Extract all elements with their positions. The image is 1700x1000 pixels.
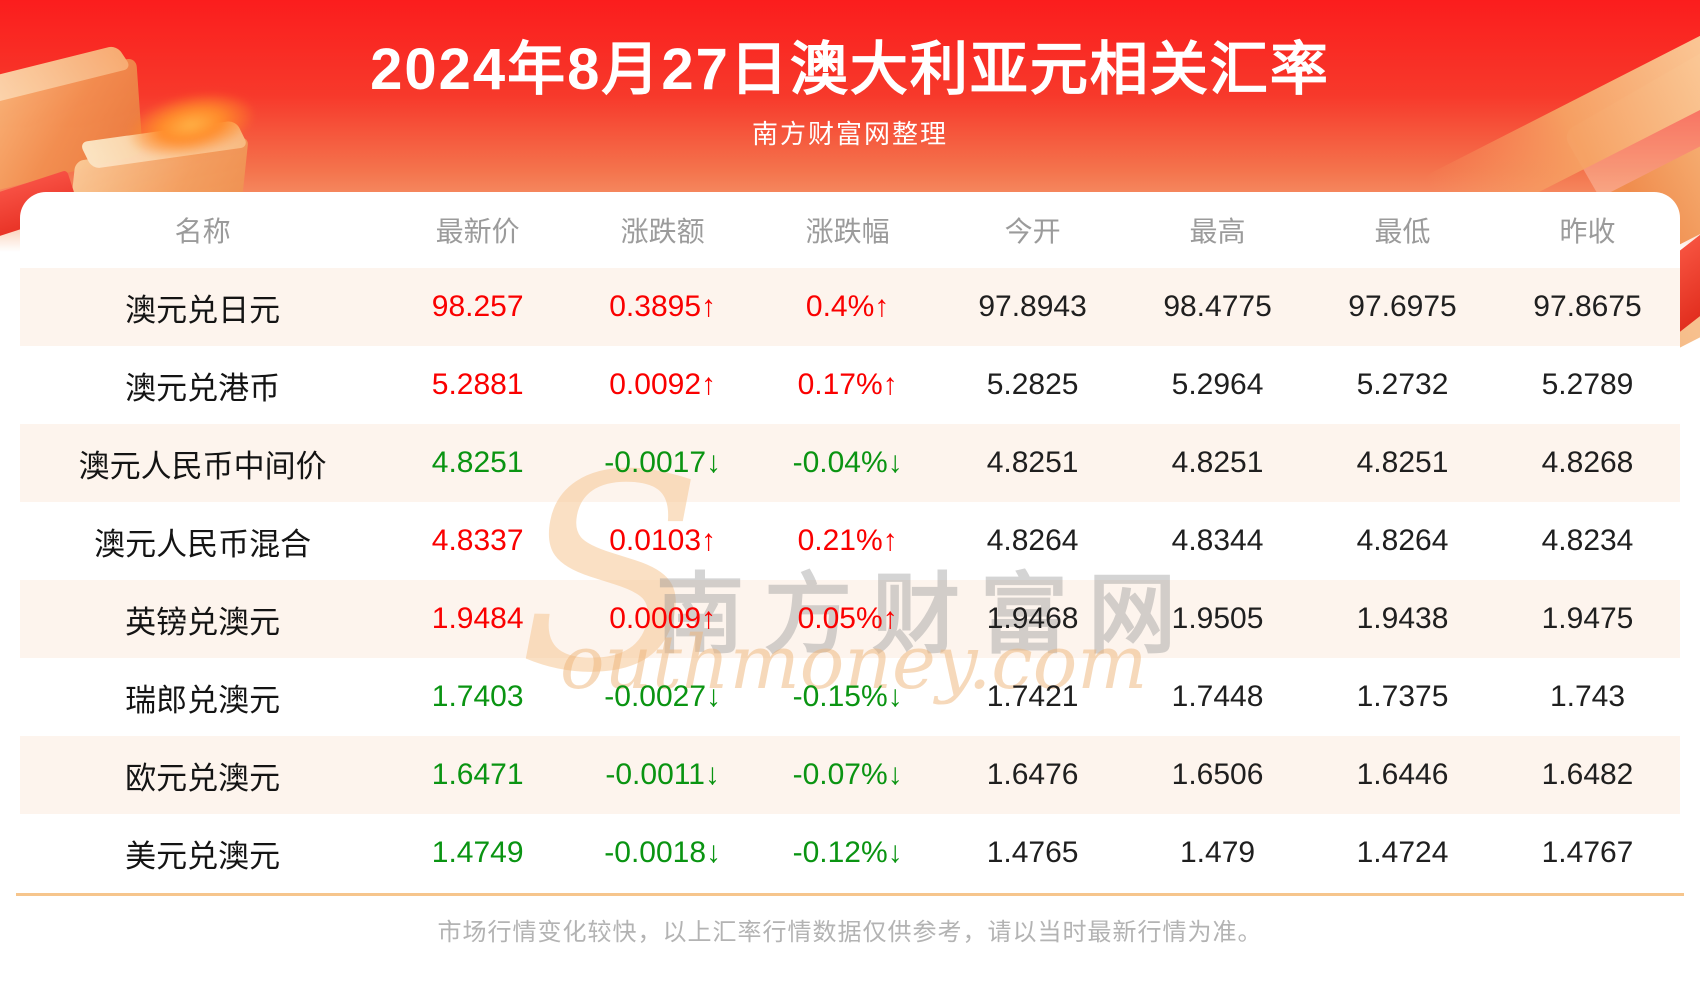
change-percent: -0.07%↓ [792,758,903,791]
prev-close: 1.9475 [1541,602,1634,635]
high-price: 1.7448 [1171,680,1264,713]
prev-close: 4.8268 [1541,446,1634,479]
open-price: 1.4765 [986,836,1079,869]
pair-name: 澳元人民币中间价 [78,448,327,484]
high-price: 1.6506 [1171,758,1264,791]
open-price: 4.8251 [986,446,1079,479]
latest-price: 1.7403 [431,680,524,713]
prev-close: 1.6482 [1541,758,1634,791]
open-price: 1.7421 [986,680,1079,713]
change-amount: -0.0018↓ [604,836,722,869]
change-percent: -0.15%↓ [792,680,903,713]
low-price: 5.2732 [1356,368,1449,401]
latest-price: 4.8251 [431,446,524,479]
table-row: 澳元兑日元 98.257 0.3895↑ 0.4%↑ 97.8943 98.47… [20,268,1680,346]
column-header-1: 最新价 [435,216,520,247]
pair-name: 英镑兑澳元 [125,604,281,640]
latest-price: 5.2881 [431,368,524,401]
high-price: 1.9505 [1171,602,1264,635]
table-row: 欧元兑澳元 1.6471 -0.0011↓ -0.07%↓ 1.6476 1.6… [20,736,1680,814]
column-header-0: 名称 [174,216,231,247]
high-price: 1.479 [1180,836,1256,869]
prev-close: 5.2789 [1541,368,1634,401]
low-price: 1.9438 [1356,602,1449,635]
table-row: 美元兑澳元 1.4749 -0.0018↓ -0.12%↓ 1.4765 1.4… [20,814,1680,892]
latest-price: 4.8337 [431,524,524,557]
pair-name: 澳元兑日元 [125,292,281,328]
latest-price: 1.9484 [431,602,524,635]
page-subtitle: 南方财富网整理 [751,119,948,149]
high-price: 4.8251 [1171,446,1264,479]
prev-close: 4.8234 [1541,524,1634,557]
prev-close: 1.4767 [1541,836,1634,869]
column-header-3: 涨跌幅 [805,216,890,247]
latest-price: 1.4749 [431,836,524,869]
page-title: 2024年8月27日澳大利亚元相关汇率 [370,37,1330,102]
low-price: 97.6975 [1348,290,1457,323]
open-price: 97.8943 [978,290,1087,323]
column-header-7: 昨收 [1559,216,1616,247]
change-percent: 0.21%↑ [797,524,898,557]
rates-table: 名称 最新价 涨跌额 涨跌幅 今开 最高 最低 昨收 澳元兑日元 98.257 0.3895↑… [20,192,1680,892]
high-price: 98.4775 [1163,290,1272,323]
pair-name: 欧元兑澳元 [125,760,281,796]
table-row: 澳元人民币中间价 4.8251 -0.0017↓ -0.04%↓ 4.8251 … [20,424,1680,502]
low-price: 4.8264 [1356,524,1449,557]
prev-close: 97.8675 [1533,290,1642,323]
column-header-4: 今开 [1004,216,1061,247]
change-amount: -0.0027↓ [604,680,722,713]
change-amount: -0.0017↓ [604,446,722,479]
open-price: 1.6476 [986,758,1079,791]
open-price: 5.2825 [986,368,1079,401]
change-percent: 0.05%↑ [797,602,898,635]
prev-close: 1.743 [1549,680,1626,713]
low-price: 1.7375 [1356,680,1449,713]
change-percent: -0.04%↓ [792,446,903,479]
change-amount: -0.0011↓ [605,758,720,791]
low-price: 1.4724 [1356,836,1449,869]
change-amount: 0.0103↑ [609,524,717,557]
open-price: 4.8264 [986,524,1079,557]
rates-table-card: S 南方财富网 outhmoney.com 名称 最新价 涨跌额 涨跌幅 今开 最高 最低昨… [20,192,1680,892]
divider-line [16,893,1684,896]
change-percent: 0.4%↑ [805,290,890,323]
pair-name: 澳元兑港币 [125,370,281,406]
high-price: 4.8344 [1171,524,1264,557]
open-price: 1.9468 [986,602,1079,635]
latest-price: 98.257 [431,290,524,323]
table-body: 澳元兑日元 98.257 0.3895↑ 0.4%↑ 97.8943 98.47… [20,268,1680,892]
change-percent: -0.12%↓ [792,836,903,869]
pair-name: 瑞郎兑澳元 [125,682,281,718]
column-header-5: 最高 [1189,216,1246,247]
low-price: 4.8251 [1356,446,1449,479]
table-row: 澳元人民币混合 4.8337 0.0103↑ 0.21%↑ 4.8264 4.8… [20,502,1680,580]
low-price: 1.6446 [1356,758,1449,791]
latest-price: 1.6471 [431,758,524,791]
column-header-6: 最低 [1374,216,1431,247]
change-amount: 0.3895↑ [609,290,717,323]
change-amount: 0.0092↑ [609,368,717,401]
table-row: 瑞郎兑澳元 1.7403 -0.0027↓ -0.15%↓ 1.7421 1.7… [20,658,1680,736]
pair-name: 澳元人民币混合 [94,526,312,562]
footer-note: 市场行情变化较快，以上汇率行情数据仅供参考，请以当时最新行情为准。 [437,919,1263,946]
table-row: 澳元兑港币 5.2881 0.0092↑ 0.17%↑ 5.2825 5.296… [20,346,1680,424]
pair-name: 美元兑澳元 [125,838,281,874]
change-amount: 0.0009↑ [609,602,717,635]
column-header-2: 涨跌额 [620,216,705,247]
table-row: 英镑兑澳元 1.9484 0.0009↑ 0.05%↑ 1.9468 1.950… [20,580,1680,658]
change-percent: 0.17%↑ [797,368,898,401]
header-row: 名称 最新价 涨跌额 涨跌幅 今开 最高 最低 昨收 [20,192,1680,268]
high-price: 5.2964 [1171,368,1264,401]
